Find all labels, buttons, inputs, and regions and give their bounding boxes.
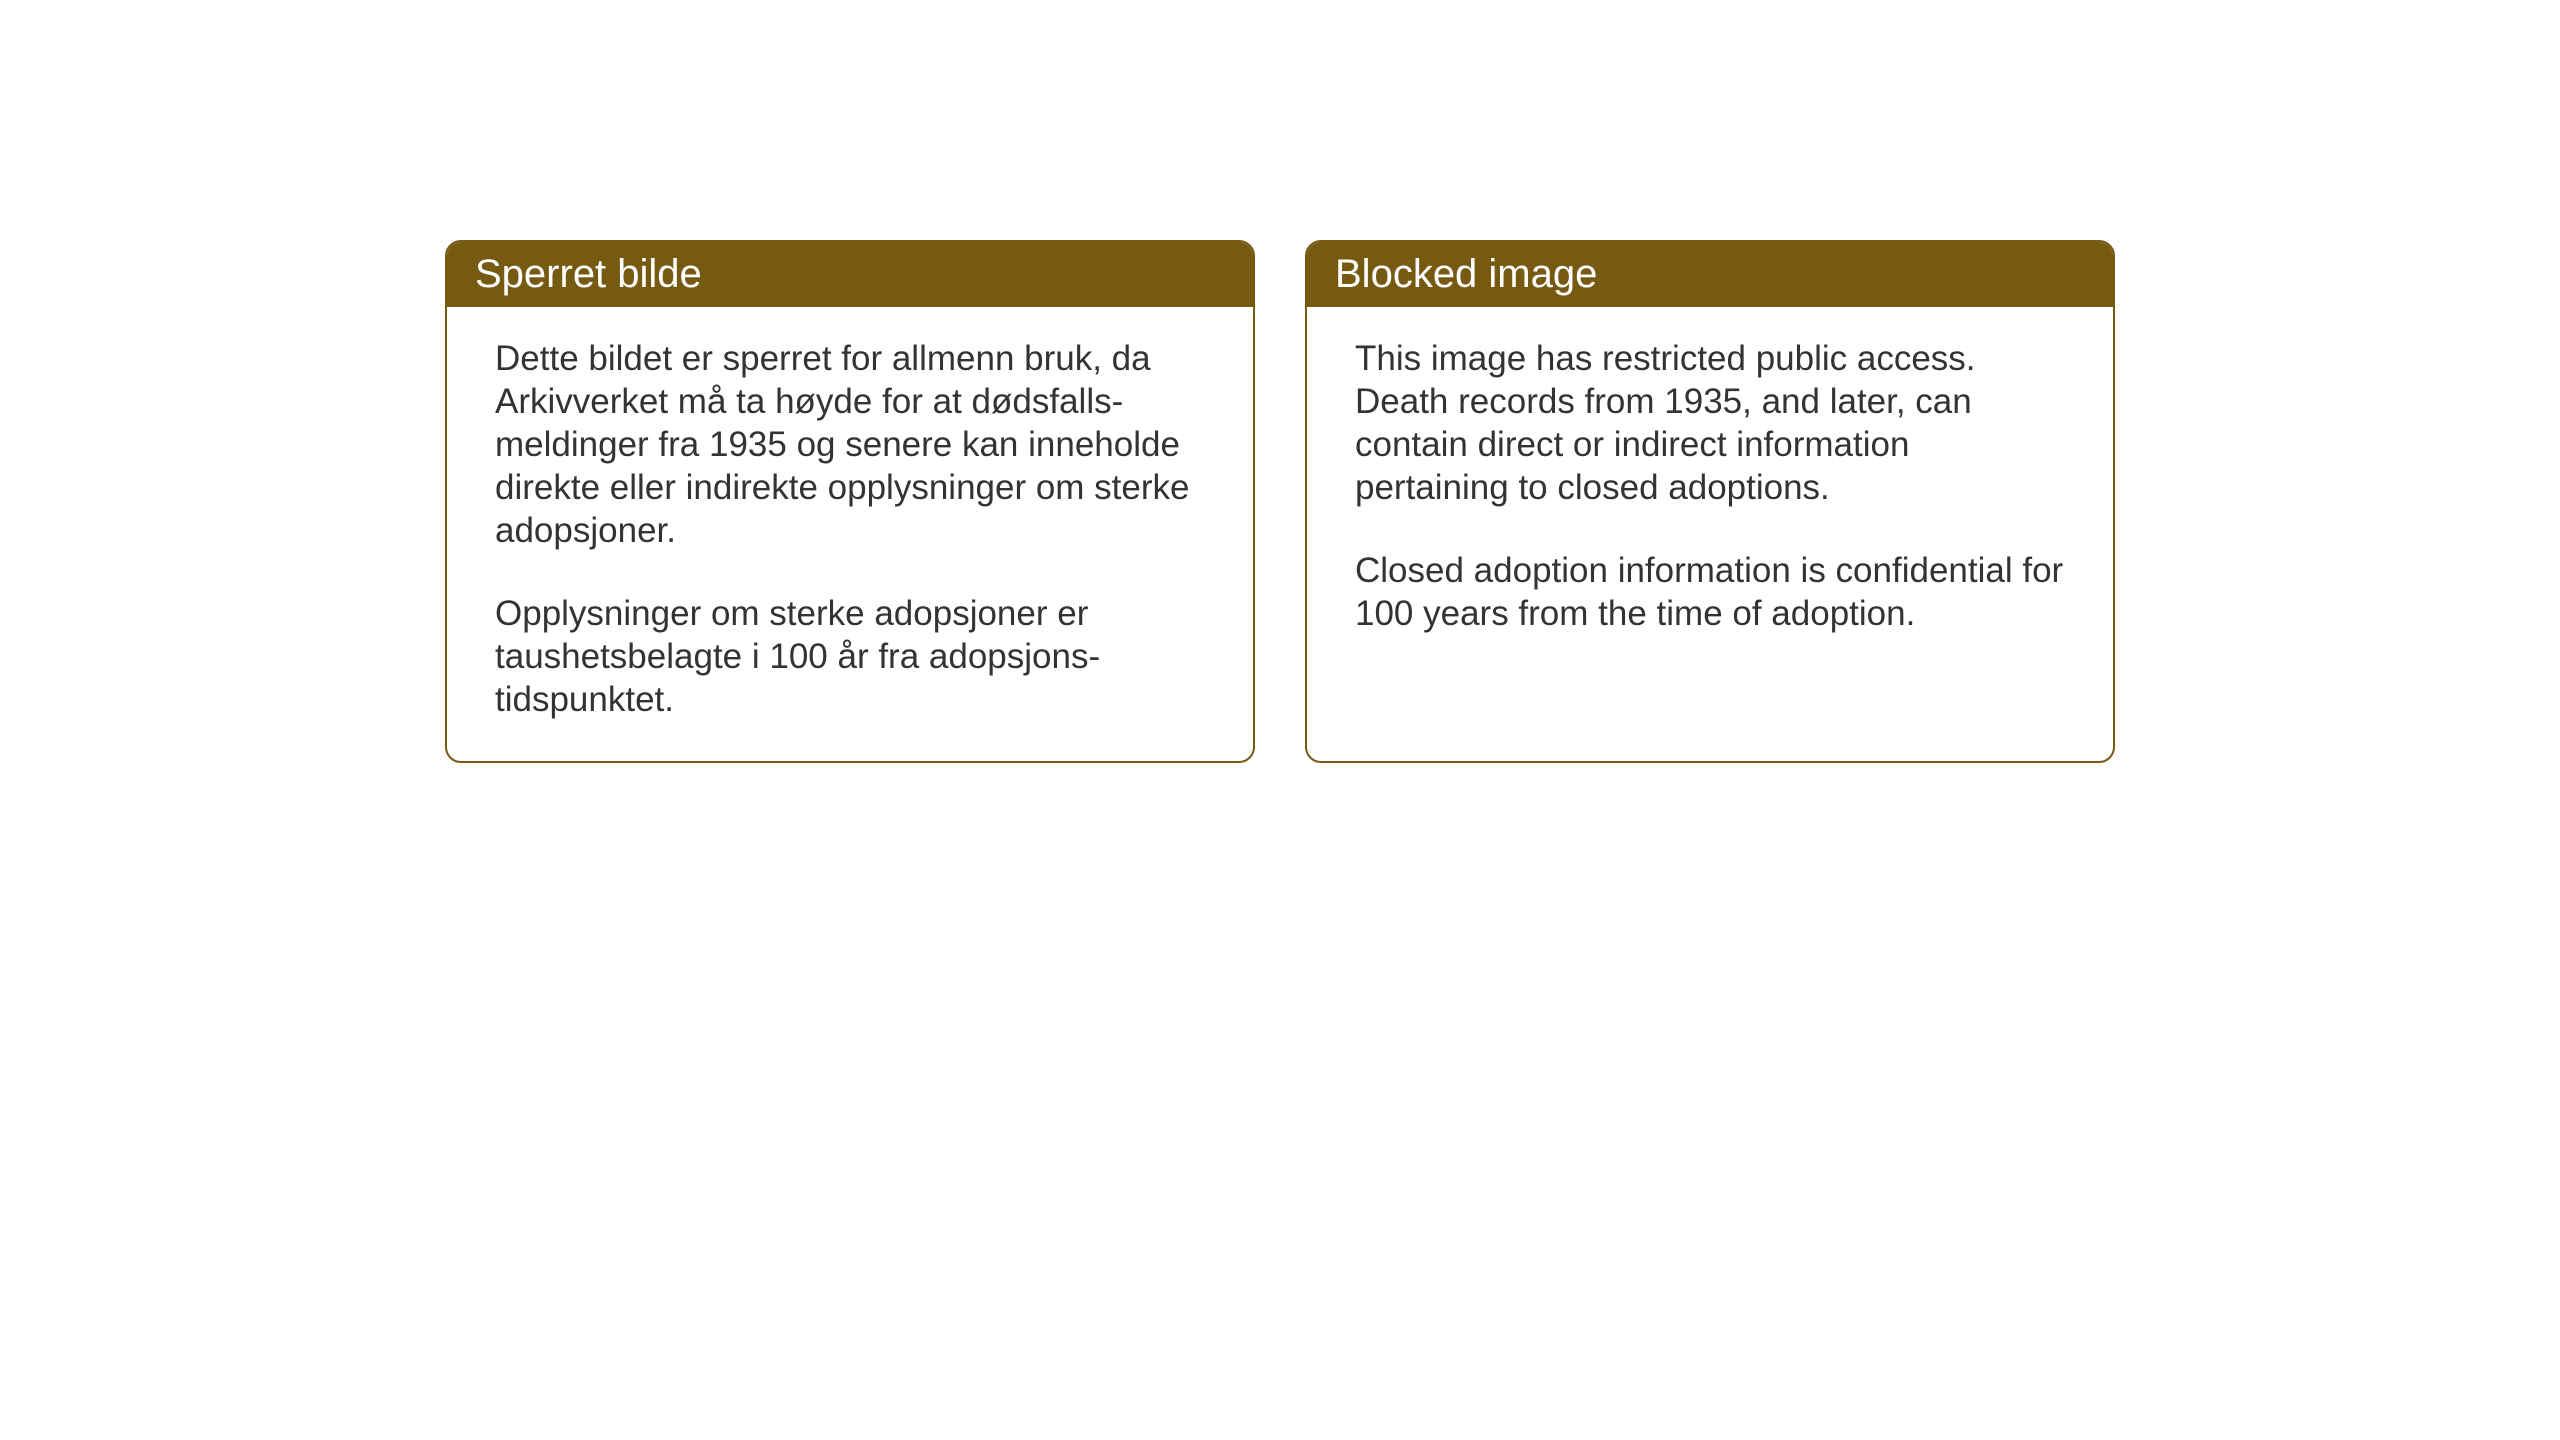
notice-header-norwegian: Sperret bilde [447,242,1253,307]
notice-body-english: This image has restricted public access.… [1307,307,2113,717]
notice-body-norwegian: Dette bildet er sperret for allmenn bruk… [447,307,1253,761]
notice-title-english: Blocked image [1335,252,1597,296]
notice-box-english: Blocked image This image has restricted … [1305,240,2115,763]
notice-title-norwegian: Sperret bilde [475,252,702,296]
notice-paragraph-2-english: Closed adoption information is confident… [1355,549,2065,635]
notice-container: Sperret bilde Dette bildet er sperret fo… [445,240,2115,763]
notice-paragraph-1-english: This image has restricted public access.… [1355,337,2065,509]
notice-header-english: Blocked image [1307,242,2113,307]
notice-paragraph-2-norwegian: Opplysninger om sterke adopsjoner er tau… [495,592,1205,721]
notice-paragraph-1-norwegian: Dette bildet er sperret for allmenn bruk… [495,337,1205,552]
notice-box-norwegian: Sperret bilde Dette bildet er sperret fo… [445,240,1255,763]
